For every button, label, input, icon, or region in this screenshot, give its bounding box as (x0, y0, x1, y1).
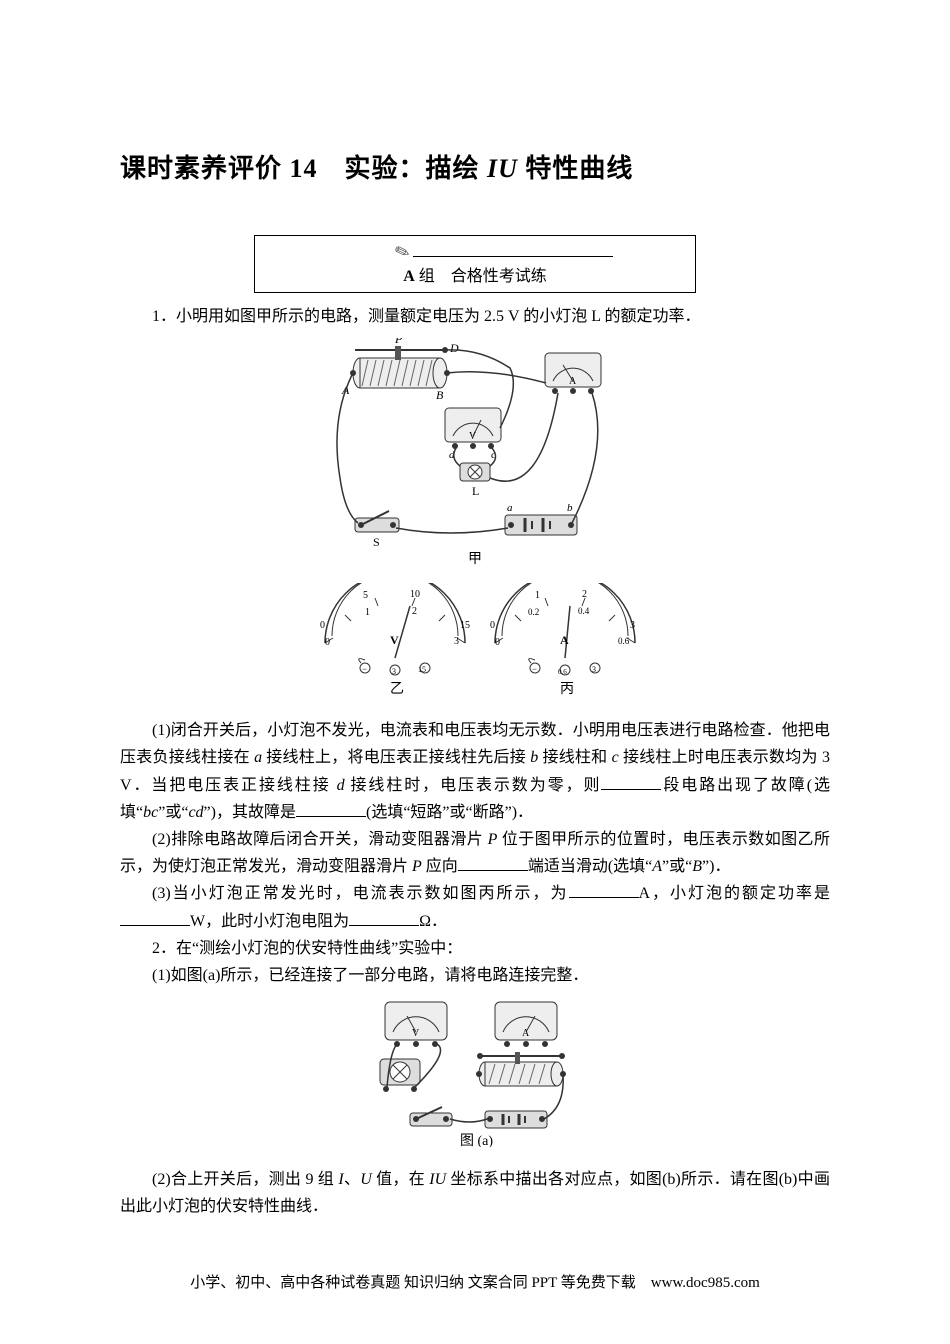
svg-text:10: 10 (410, 589, 420, 600)
page-title: 课时素养评价 14 实验：描绘 IU 特性曲线 (120, 148, 830, 185)
label-bing: 丙 (560, 682, 574, 697)
pencil-icon: ✎ (392, 240, 413, 265)
svg-text:3: 3 (454, 636, 459, 647)
svg-text:0.2: 0.2 (528, 607, 539, 617)
figure-a: V A (120, 997, 830, 1152)
q1-3: (3)当小灯泡正常发光时，电流表示数如图丙所示，为A，小灯泡的额定功率是W，此时… (120, 880, 830, 934)
title-suffix: 特性曲线 (518, 154, 634, 183)
blank-power (120, 909, 190, 926)
meters-svg: 0 5 10 15 0 1 2 3 V − 3 15 乙 (300, 583, 650, 698)
svg-text:0.4: 0.4 (578, 606, 590, 616)
svg-text:A: A (560, 633, 569, 647)
label-jia: 甲 (468, 552, 482, 567)
svg-text:0: 0 (490, 620, 495, 631)
svg-text:1: 1 (365, 607, 370, 618)
svg-text:2: 2 (412, 606, 417, 617)
svg-text:3: 3 (592, 665, 596, 674)
svg-text:3: 3 (630, 620, 635, 631)
label-S: S (373, 535, 380, 549)
svg-text:1: 1 (535, 590, 540, 601)
blank-direction (458, 854, 528, 871)
ammeter-symbol: A (569, 376, 577, 387)
blank-current (569, 881, 639, 898)
svg-text:0: 0 (495, 637, 500, 648)
svg-text:15: 15 (460, 620, 470, 631)
circuit-a-svg: V A (355, 997, 595, 1147)
title-var: IU (487, 154, 518, 183)
title-prefix: 课时素养评价 14 实验：描绘 (120, 154, 487, 183)
label-L: L (472, 484, 479, 498)
svg-text:0.6: 0.6 (558, 668, 567, 676)
svg-text:V: V (390, 633, 399, 647)
svg-text:2: 2 (582, 589, 587, 600)
label-P: P (394, 338, 403, 346)
label-b: b (567, 502, 573, 514)
voltmeter-symbol: V (469, 431, 477, 442)
q2-1: (1)如图(a)所示，已经连接了一部分电路，请将电路连接完整． (120, 962, 830, 989)
svg-text:0: 0 (320, 620, 325, 631)
label-a: a (507, 502, 513, 514)
circuit-jia-svg: P D A B A V d c (310, 338, 640, 578)
label-D: D (449, 341, 459, 355)
section-callout: ✎ A 组 合格性考试练 (254, 235, 696, 293)
svg-text:15: 15 (418, 665, 426, 674)
q2-intro: 2．在“测绘小灯泡的伏安特性曲线”实验中： (120, 935, 830, 962)
blank-segment (601, 773, 661, 790)
page-footer: 小学、初中、高中各种试卷真题 知识归纳 文案合同 PPT 等免费下载 www.d… (0, 1271, 950, 1292)
svg-text:A: A (522, 1028, 530, 1039)
svg-text:0.6: 0.6 (618, 636, 630, 646)
label-yi: 乙 (390, 681, 404, 697)
fig-a-caption: 图 (a) (460, 1134, 493, 1147)
figure-1: P D A B A V d c (120, 338, 830, 703)
group-label: A 组 合格性考试练 (403, 268, 547, 285)
q1-2: (2)排除电路故障后闭合开关，滑动变阻器滑片 P 位于图甲所示的位置时，电压表示… (120, 826, 830, 880)
group-label-en: A (403, 268, 415, 285)
svg-text:0: 0 (325, 637, 330, 648)
label-B: B (436, 388, 444, 402)
svg-text:5: 5 (363, 590, 368, 601)
q1-intro: 1．小明用如图甲所示的电路，测量额定电压为 2.5 V 的小灯泡 L 的额定功率… (120, 303, 830, 330)
svg-text:−: − (532, 664, 537, 674)
callout-line (413, 256, 613, 257)
svg-text:V: V (412, 1028, 420, 1039)
blank-resistance (349, 909, 419, 926)
svg-text:−: − (362, 664, 367, 674)
svg-text:3: 3 (392, 667, 396, 676)
q1-1: (1)闭合开关后，小灯泡不发光，电流表和电压表均无示数．小明用电压表进行电路检查… (120, 717, 830, 826)
group-label-cn: 组 合格性考试练 (415, 268, 547, 285)
q2-2: (2)合上开关后，测出 9 组 I、U 值，在 IU 坐标系中描出各对应点，如图… (120, 1166, 830, 1220)
blank-fault (296, 800, 366, 817)
